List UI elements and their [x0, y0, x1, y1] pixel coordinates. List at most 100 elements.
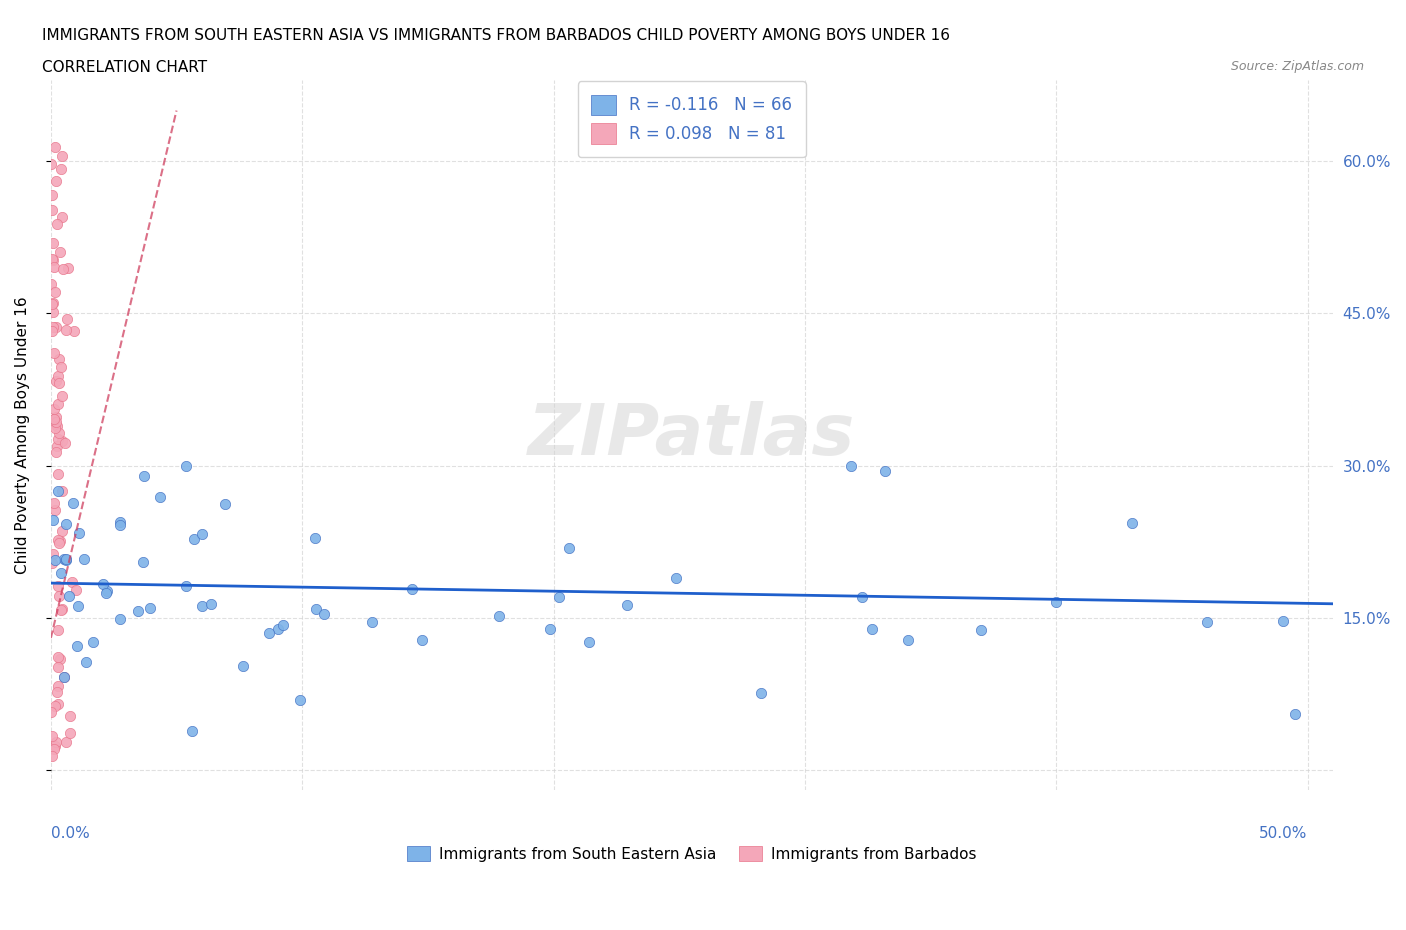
Point — [52, 261, 75, 276]
Point — [360, 615, 382, 630]
Point — [271, 618, 294, 632]
Point — [46, 484, 69, 498]
Point — [62, 496, 84, 511]
Text: IMMIGRANTS FROM SOUTH EASTERN ASIA VS IMMIGRANTS FROM BARBADOS CHILD POVERTY AMO: IMMIGRANTS FROM SOUTH EASTERN ASIA VS IM… — [42, 28, 950, 43]
Point — [46, 578, 69, 593]
Point — [96, 583, 118, 598]
Point — [44, 402, 66, 417]
Point — [73, 551, 96, 566]
Legend: Immigrants from South Eastern Asia, Immigrants from Barbados: Immigrants from South Eastern Asia, Immi… — [401, 840, 983, 868]
Point — [55, 735, 77, 750]
Point — [45, 217, 67, 232]
Point — [46, 396, 69, 411]
Point — [616, 597, 638, 612]
Point — [51, 434, 73, 449]
Point — [44, 552, 66, 567]
Text: 50.0%: 50.0% — [1260, 826, 1308, 841]
Point — [48, 376, 70, 391]
Point — [411, 632, 433, 647]
Point — [53, 670, 76, 684]
Point — [41, 202, 63, 217]
Point — [44, 496, 66, 511]
Point — [41, 236, 63, 251]
Point — [42, 741, 65, 756]
Text: CORRELATION CHART: CORRELATION CHART — [42, 60, 207, 75]
Point — [46, 467, 69, 482]
Point — [49, 533, 72, 548]
Point — [56, 261, 79, 276]
Point — [1121, 516, 1143, 531]
Point — [46, 623, 69, 638]
Point — [488, 608, 510, 623]
Point — [108, 518, 131, 533]
Point — [665, 571, 688, 586]
Point — [46, 438, 69, 453]
Point — [46, 418, 69, 433]
Point — [49, 245, 72, 259]
Point — [131, 554, 153, 569]
Point — [41, 749, 63, 764]
Point — [41, 324, 63, 339]
Point — [1197, 615, 1219, 630]
Point — [267, 621, 290, 636]
Point — [149, 490, 172, 505]
Point — [42, 547, 65, 562]
Point — [538, 622, 561, 637]
Point — [49, 162, 72, 177]
Point — [94, 585, 117, 600]
Point — [91, 577, 114, 591]
Point — [55, 552, 77, 567]
Point — [48, 426, 70, 441]
Point — [48, 352, 70, 366]
Point — [41, 556, 63, 571]
Point — [1271, 614, 1294, 629]
Point — [44, 420, 66, 435]
Point — [139, 601, 162, 616]
Point — [191, 526, 214, 541]
Point — [52, 551, 75, 566]
Point — [67, 525, 90, 540]
Point — [58, 589, 80, 604]
Point — [39, 277, 62, 292]
Point — [108, 514, 131, 529]
Point — [44, 140, 66, 154]
Point — [44, 502, 66, 517]
Point — [183, 532, 205, 547]
Point — [578, 635, 600, 650]
Point — [60, 574, 83, 589]
Point — [46, 697, 69, 711]
Point — [839, 458, 862, 473]
Point — [52, 670, 75, 684]
Point — [45, 734, 67, 749]
Point — [45, 319, 67, 334]
Point — [45, 374, 67, 389]
Point — [48, 649, 70, 664]
Point — [46, 678, 69, 693]
Point — [41, 729, 63, 744]
Point — [45, 410, 67, 425]
Point — [749, 685, 772, 700]
Point — [48, 432, 70, 446]
Point — [42, 346, 65, 361]
Point — [860, 622, 883, 637]
Point — [1284, 707, 1306, 722]
Point — [48, 589, 70, 604]
Point — [63, 323, 86, 338]
Point — [51, 389, 73, 404]
Point — [257, 626, 280, 641]
Point — [56, 312, 79, 326]
Point — [232, 658, 254, 673]
Point — [48, 536, 70, 551]
Point — [41, 188, 63, 203]
Point — [53, 435, 76, 450]
Point — [180, 724, 202, 738]
Point — [42, 412, 65, 427]
Point — [42, 259, 65, 274]
Point — [214, 496, 236, 511]
Point — [45, 445, 67, 459]
Point — [44, 738, 66, 753]
Point — [66, 638, 89, 653]
Point — [42, 320, 65, 335]
Point — [401, 582, 423, 597]
Point — [59, 725, 82, 740]
